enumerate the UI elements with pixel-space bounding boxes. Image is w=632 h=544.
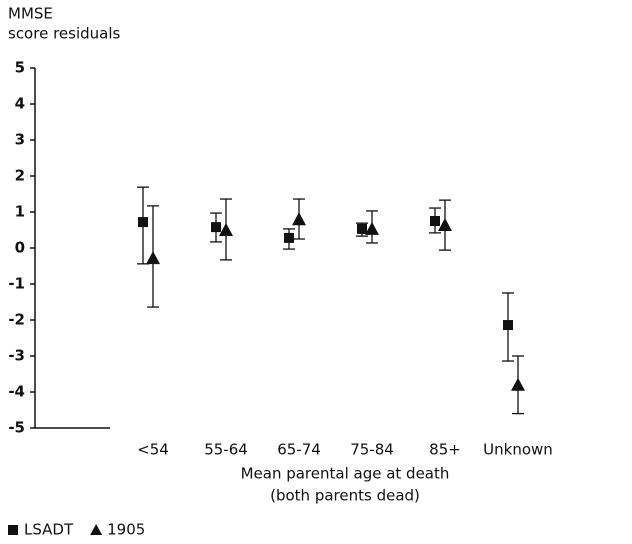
marker	[138, 217, 148, 228]
x-tick-label: <54	[137, 441, 169, 459]
y-tick-label: -5	[8, 419, 25, 437]
y-tick-label: 3	[15, 131, 25, 149]
marker	[219, 223, 233, 236]
y-tick-label: -3	[8, 347, 25, 365]
y-axis-label: MMSE	[8, 5, 53, 23]
marker	[438, 217, 452, 231]
marker	[511, 377, 525, 391]
y-tick-label: 1	[15, 203, 25, 221]
y-tick-label: -2	[8, 311, 25, 329]
x-tick-label: 65-74	[277, 441, 321, 459]
y-tick-label: 5	[15, 59, 25, 77]
x-tick-label: 55-64	[204, 441, 248, 459]
marker	[357, 223, 367, 234]
marker	[211, 222, 221, 233]
y-tick-label: -4	[8, 383, 25, 401]
legend-marker	[90, 524, 103, 535]
marker	[430, 216, 440, 226]
legend-marker	[8, 525, 18, 535]
marker	[284, 232, 294, 243]
x-tick-label: Unknown	[483, 441, 553, 459]
x-tick-label: 75-84	[350, 441, 394, 459]
y-axis-label: score residuals	[8, 25, 121, 43]
y-tick-label: 2	[15, 167, 25, 185]
y-tick-label: 0	[15, 239, 25, 257]
marker	[146, 251, 160, 265]
x-axis-label: Mean parental age at death	[241, 465, 450, 483]
y-tick-label: 4	[15, 95, 25, 113]
x-tick-label: 85+	[429, 441, 461, 459]
marker	[292, 212, 306, 226]
x-axis-label: (both parents dead)	[270, 487, 420, 505]
marker	[503, 320, 513, 331]
marker	[365, 221, 379, 235]
legend-label: 1905	[107, 521, 145, 539]
y-tick-label: -1	[8, 275, 25, 293]
legend-label: LSADT	[24, 521, 74, 539]
